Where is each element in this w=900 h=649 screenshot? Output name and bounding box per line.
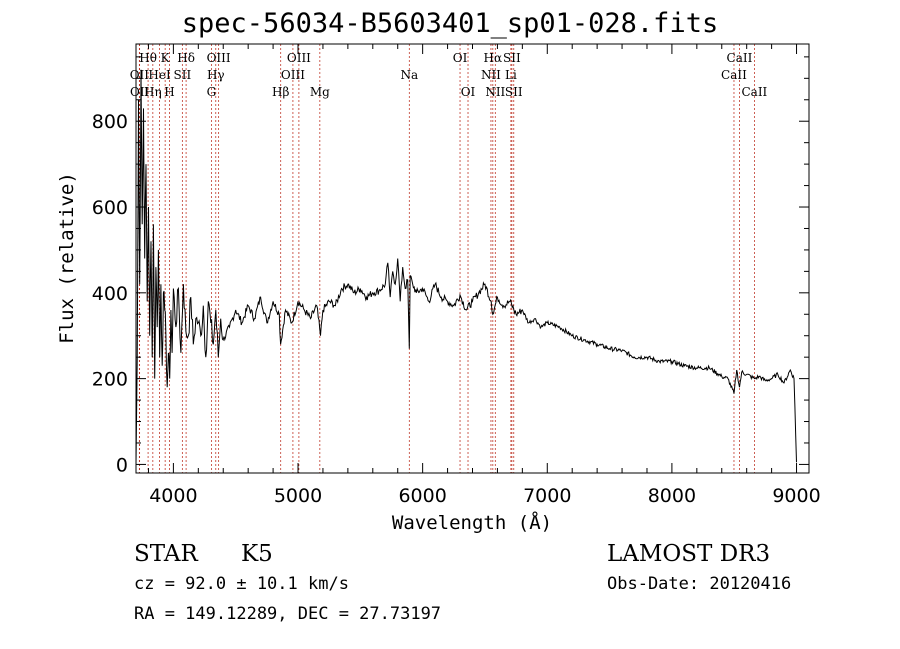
x-tick-label: 8000 [648,485,696,507]
survey-name: LAMOST DR3 [607,541,771,567]
redshift-cz: cz = 92.0 ± 10.1 km/s [134,574,349,594]
spectral-line-label: NII [481,68,501,82]
x-axis-label: Wavelength (Å) [392,511,552,534]
axis-ticks-layer: 4000 5000 6000 7000 8000 9000 0 200 400 600 800 [92,44,821,507]
spectral-line-label: OI [461,85,476,99]
x-tick-label: 6000 [398,485,446,507]
spectral-line-label: NII [485,85,505,99]
spectral-line-label: OIII [207,51,231,65]
spectral-line-label: Na [400,68,418,82]
spectral-line-label: SII [174,68,192,82]
y-tick-label: 800 [92,111,128,133]
spectral-line-label: HeI [148,68,171,82]
spectral-line-label: Hη [144,85,162,99]
spectral-line-label: CaII [741,85,767,99]
spectral-line-label: OIII [281,68,305,82]
ra-dec-coordinates: RA = 149.12289, DEC = 27.73197 [134,604,442,624]
y-tick-label: 200 [92,369,128,391]
y-axis-label: Flux (relative) [56,172,78,344]
y-tick-label: 600 [92,197,128,219]
spectral-line-label: OI [453,51,468,65]
x-tick-label: 7000 [523,485,571,507]
spectral-line-label: Hθ [139,51,157,65]
spectral-line-label: H [164,85,174,99]
spectral-line-label: Hα [484,51,503,65]
chart-title: spec-56034-B5603401_sp01-028.fits [181,8,719,39]
object-subclass: K5 [241,541,273,567]
spectral-line-label: SII [503,51,521,65]
spectral-line-label: OIII [287,51,311,65]
flux-series-line [135,69,797,465]
x-tick-label: 4000 [149,485,197,507]
y-tick-label: 400 [92,283,128,305]
plot-frame [135,43,810,474]
spectral-lines-layer [138,44,755,473]
spectral-line-label: CaII [721,68,747,82]
spectral-line-label: K [161,51,171,65]
observation-date: Obs-Date: 20120416 [607,574,792,594]
spectral-line-label: Hγ [207,68,225,82]
spectral-line-label: Mg [310,85,330,99]
spectral-line-label: CaII [727,51,753,65]
x-tick-label: 9000 [772,485,820,507]
spectral-line-label: G [207,85,217,99]
spectral-line-label: OII [130,68,150,82]
spectral-line-label: Hβ [272,85,289,99]
y-tick-label: 0 [116,454,128,476]
spectral-line-label: OII [130,85,150,99]
spectral-line-label: Li [505,68,517,82]
spectral-line-label: SII [505,85,523,99]
object-class: STAR [134,541,198,567]
spectral-line-label: Hδ [177,51,195,65]
x-tick-label: 5000 [274,485,322,507]
